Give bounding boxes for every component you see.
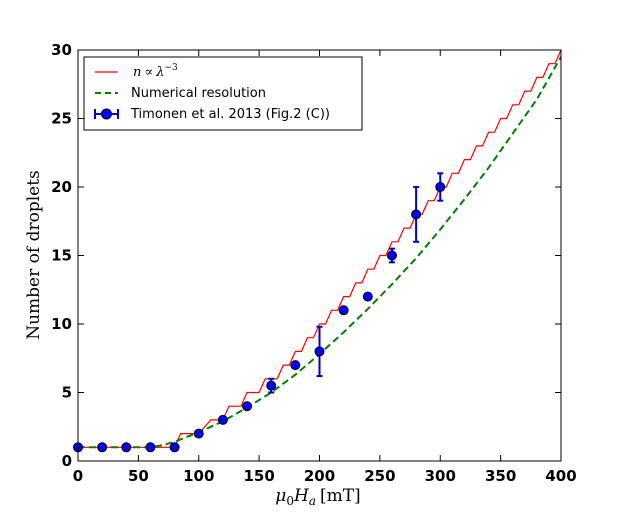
y-tick-label: 0: [62, 452, 72, 470]
data-point: [169, 442, 180, 453]
x-tick-label: 400: [545, 467, 576, 485]
legend-swatch-marker: [101, 108, 112, 120]
y-tick-label: 15: [51, 247, 72, 265]
legend: n ∝ λ−3 Numerical resolution Timonen et al…: [83, 56, 363, 131]
data-point: [435, 182, 446, 192]
data-point: [217, 414, 228, 425]
series-timonen-points: [73, 172, 446, 453]
legend-label-numerical: Numerical resolution: [131, 86, 266, 101]
x-tick-label: 300: [425, 467, 456, 485]
y-tick-label: 10: [51, 315, 72, 333]
y-tick-label: 20: [51, 178, 72, 196]
data-point: [121, 442, 132, 453]
x-axis-label: μ0Ha [mT]: [275, 486, 360, 508]
x-tick-label: 150: [243, 467, 274, 485]
data-point: [290, 360, 301, 371]
legend-label-step: n ∝ λ−3: [133, 63, 178, 80]
data-point: [362, 291, 373, 302]
data-point: [145, 442, 156, 453]
y-tick-label: 25: [51, 110, 72, 128]
series-numerical-line: [78, 56, 561, 449]
data-point: [386, 250, 397, 261]
data-point: [338, 305, 349, 316]
x-tick-label: 0: [73, 467, 83, 485]
x-tick-label: 250: [364, 467, 395, 485]
x-tick-label: 200: [304, 467, 335, 485]
data-point: [193, 428, 204, 439]
data-point: [411, 209, 422, 220]
y-axis: 0 5 10 15 20 25 30: [51, 41, 561, 470]
x-tick-label: 50: [128, 467, 149, 485]
x-axis: 0 50 100 150 200 250 300 350 400: [73, 50, 577, 485]
x-tick-label: 100: [183, 467, 214, 485]
numerical-line-path: [78, 56, 561, 449]
data-point: [266, 380, 277, 391]
data-point: [242, 401, 253, 412]
legend-label-timonen: Timonen et al. 2013 (Fig.2 (C)): [130, 107, 330, 122]
y-tick-label: 5: [62, 384, 72, 402]
series-step-line: [78, 50, 561, 448]
data-point: [314, 346, 325, 357]
y-tick-label: 30: [51, 41, 72, 59]
data-point: [97, 442, 108, 453]
step-line-path: [78, 50, 561, 448]
y-axis-label: Number of droplets: [24, 170, 44, 340]
legend-box: [83, 56, 363, 131]
x-tick-label: 350: [485, 467, 516, 485]
